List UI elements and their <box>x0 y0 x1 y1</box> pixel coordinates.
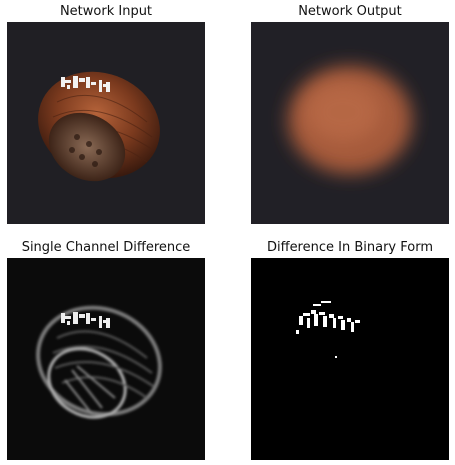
panel-title: Single Channel Difference <box>21 240 191 255</box>
panel-title: Difference In Binary Form <box>266 240 433 255</box>
output-image <box>251 22 449 224</box>
panel-title: Network Output <box>298 4 402 19</box>
panel-title: Network Input <box>59 4 153 19</box>
input-image <box>7 22 205 224</box>
difference-image <box>7 258 205 460</box>
binary-image <box>251 258 449 460</box>
